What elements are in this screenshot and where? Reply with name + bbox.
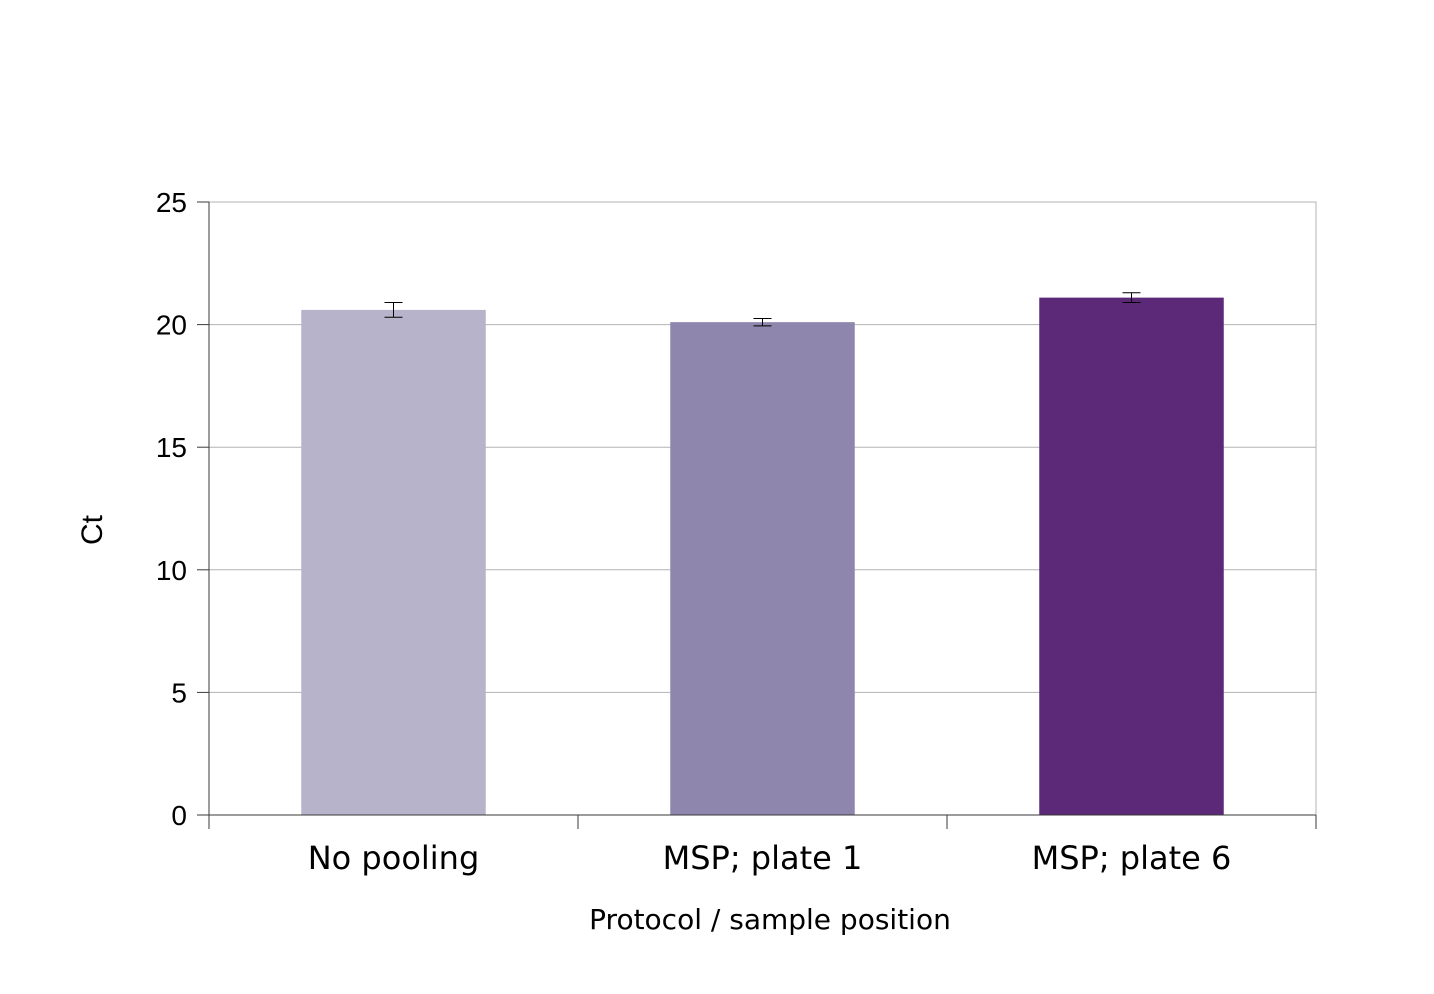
axes <box>197 201 1317 829</box>
x-axis-title: Protocol / sample position <box>589 903 951 936</box>
y-tick-label: 5 <box>171 677 187 708</box>
y-tick-label: 25 <box>156 187 187 218</box>
x-category-labels: No pooling MSP; plate 1 MSP; plate 6 <box>308 839 1232 877</box>
y-tick-labels: 0 5 10 15 20 25 <box>156 187 187 831</box>
bar <box>1039 297 1224 815</box>
y-tick-label: 10 <box>156 555 187 586</box>
y-tick-label: 0 <box>171 800 187 831</box>
y-axis-title: Ct <box>76 514 109 545</box>
y-tick-label: 15 <box>156 432 187 463</box>
bar <box>301 309 486 815</box>
x-category-label: MSP; plate 1 <box>663 839 863 877</box>
bars <box>301 297 1224 815</box>
y-tick-label: 20 <box>156 310 187 341</box>
bar <box>670 322 855 815</box>
x-category-label: MSP; plate 6 <box>1032 839 1232 877</box>
error-bars <box>384 292 1141 327</box>
x-category-label: No pooling <box>308 839 480 877</box>
